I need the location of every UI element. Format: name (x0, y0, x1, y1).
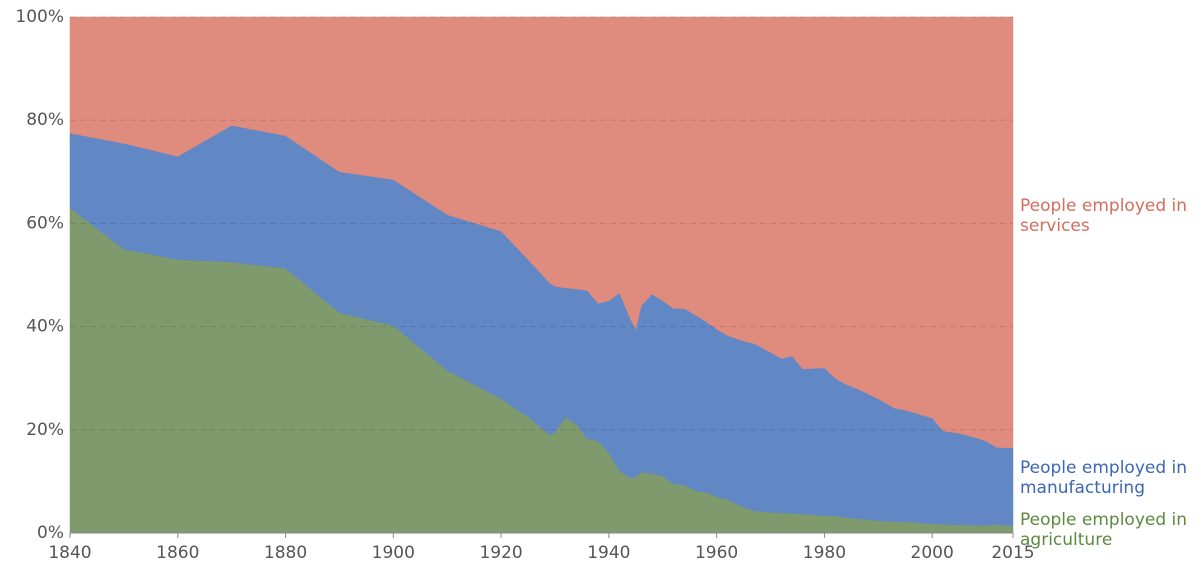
y-tick-label: 100% (15, 7, 64, 27)
y-tick-label: 40% (26, 317, 64, 337)
y-tick-label: 20% (26, 420, 64, 440)
series-label: People employed in manufacturing (1020, 458, 1188, 498)
x-tick-label: 1880 (264, 543, 307, 563)
x-tick-label: 2015 (991, 543, 1034, 563)
x-tick-label: 1960 (695, 543, 738, 563)
x-tick-label: 1840 (48, 543, 91, 563)
y-tick-label: 0% (37, 523, 64, 543)
y-tick-label: 60% (26, 213, 64, 233)
x-tick-label: 1980 (803, 543, 846, 563)
x-tick-label: 1940 (587, 543, 630, 563)
y-tick-label: 80% (26, 110, 64, 130)
x-tick-label: 1900 (372, 543, 415, 563)
area (69, 16, 1014, 449)
x-tick-label: 2000 (911, 543, 954, 563)
x-tick-label: 1860 (156, 543, 199, 563)
series-label: People employed in services (1020, 196, 1188, 236)
x-tick-label: 1920 (479, 543, 522, 563)
series-label: People employed in agriculture (1020, 510, 1188, 550)
